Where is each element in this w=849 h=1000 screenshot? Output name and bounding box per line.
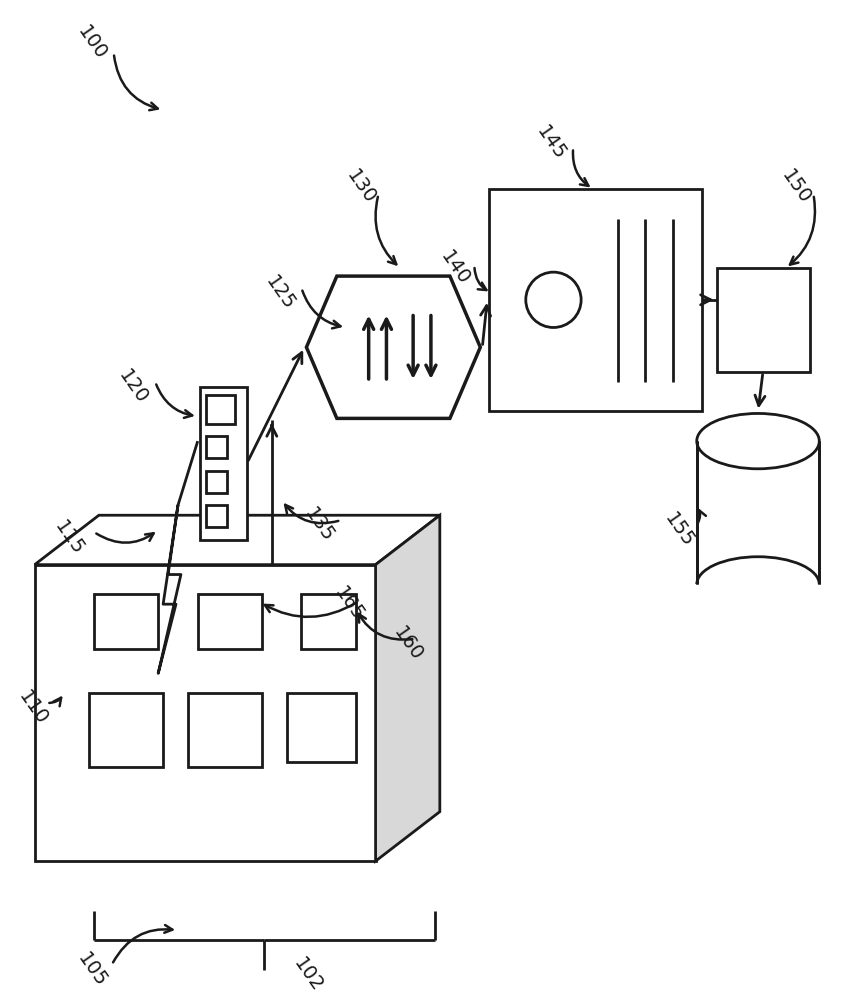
Bar	[717, 268, 811, 372]
Text: 155: 155	[661, 509, 698, 551]
Text: 120: 120	[115, 366, 152, 407]
Bar	[205, 436, 228, 458]
Bar	[188, 693, 262, 767]
Bar	[89, 693, 163, 767]
Text: 110: 110	[14, 687, 51, 729]
Text: 130: 130	[342, 167, 380, 208]
Text: 105: 105	[74, 949, 110, 990]
Text: 145: 145	[533, 122, 570, 163]
Polygon shape	[306, 276, 481, 418]
Text: 140: 140	[436, 248, 473, 289]
Text: 100: 100	[74, 22, 110, 63]
Bar	[489, 189, 701, 411]
Bar	[205, 471, 228, 493]
Bar	[694, 584, 821, 617]
Text: 160: 160	[390, 623, 426, 664]
Text: 125: 125	[261, 272, 298, 314]
Bar	[287, 693, 356, 762]
Bar	[301, 594, 356, 649]
Text: 115: 115	[51, 517, 87, 559]
Circle shape	[526, 272, 581, 327]
Text: 102: 102	[290, 954, 327, 995]
Bar	[205, 505, 228, 527]
Text: 165: 165	[330, 583, 368, 625]
Bar	[198, 594, 262, 649]
Polygon shape	[35, 515, 440, 565]
Ellipse shape	[697, 413, 819, 469]
Text: 135: 135	[301, 504, 338, 546]
Bar	[35, 565, 375, 861]
Polygon shape	[375, 515, 440, 861]
Text: 150: 150	[777, 167, 814, 208]
Ellipse shape	[697, 557, 819, 612]
Bar	[205, 395, 235, 424]
Bar	[94, 594, 158, 649]
Bar	[200, 387, 247, 540]
